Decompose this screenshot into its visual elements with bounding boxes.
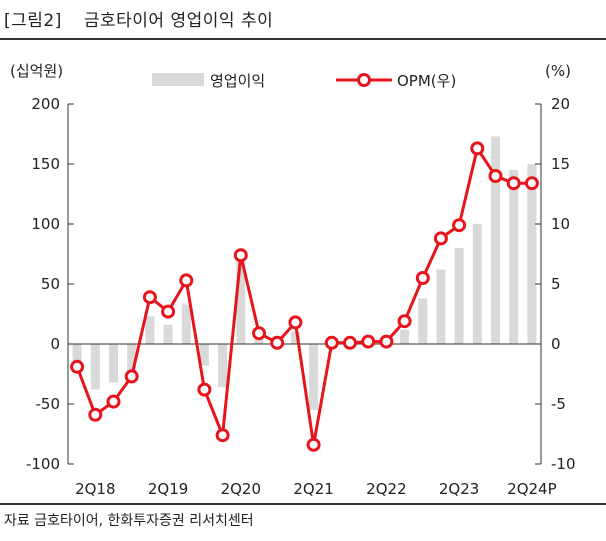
opm-point-4Q23 — [488, 169, 503, 183]
right-axis-unit: (%) — [545, 62, 571, 80]
bar-2Q24P — [527, 164, 537, 344]
opm-point-3Q23 — [470, 141, 485, 156]
opm-point-1Q24 — [506, 176, 521, 191]
opm-point-3Q19 — [179, 273, 194, 288]
x-tick-label: 2Q18 — [75, 480, 115, 498]
left-tick-label: 100 — [31, 215, 60, 233]
bar-3Q23 — [472, 224, 482, 344]
legend-line-marker — [357, 73, 371, 87]
bar-2Q19 — [163, 324, 173, 344]
opm-point-3Q18 — [106, 394, 121, 409]
right-tick-label: 0 — [551, 335, 561, 353]
opm-point-1Q18 — [70, 359, 85, 374]
opm-point-4Q18 — [124, 369, 139, 384]
opm-point-3Q22 — [397, 314, 412, 329]
bar-2Q18 — [90, 344, 100, 390]
left-tick-label: -100 — [26, 455, 60, 473]
opm-point-4Q22 — [415, 271, 430, 285]
left-axis-unit: (십억원) — [10, 62, 63, 80]
opm-point-2Q22 — [379, 334, 394, 349]
x-tick-label: 2Q24P — [507, 480, 556, 498]
bar-1Q21 — [290, 332, 300, 344]
left-tick-label: -50 — [36, 395, 61, 413]
top-rule — [0, 38, 606, 40]
source-note: 자료 금호타이어, 한화투자증권 리서치센터 — [4, 513, 254, 529]
figure-title: [그림2] 금호타이어 영업이익 추이 — [4, 6, 273, 31]
legend-bar-label: 영업이익 — [210, 72, 265, 90]
bar-3Q18 — [109, 344, 118, 383]
opm-point-2Q18 — [88, 407, 103, 422]
bar-1Q24 — [509, 170, 519, 344]
bar-1Q23 — [436, 269, 446, 344]
x-tick-label: 2Q21 — [293, 480, 333, 498]
x-tick-label: 2Q22 — [366, 480, 406, 498]
right-tick-label: 10 — [551, 215, 570, 233]
x-tick-label: 2Q23 — [439, 480, 479, 498]
opm-point-1Q20 — [215, 428, 230, 443]
left-tick-label: 150 — [31, 155, 60, 173]
right-tick-label: 5 — [551, 275, 561, 293]
opm-point-2Q24P — [524, 176, 539, 191]
bar-2Q23 — [454, 248, 464, 344]
bar-4Q22 — [418, 298, 428, 344]
opm-point-2Q19 — [161, 304, 176, 319]
opm-point-4Q21 — [343, 335, 357, 350]
opm-point-3Q21 — [324, 335, 339, 350]
opm-point-1Q19 — [142, 290, 157, 305]
bar-2Q20 — [236, 257, 246, 344]
bottom-rule — [0, 503, 606, 505]
opm-point-4Q20 — [270, 335, 285, 350]
opm-point-4Q19 — [197, 382, 212, 397]
bar-2Q21 — [309, 344, 319, 410]
bar-4Q18 — [127, 344, 137, 377]
x-tick-label: 2Q19 — [148, 480, 188, 498]
bar-3Q22 — [400, 329, 410, 344]
bar-3Q19 — [181, 304, 191, 344]
figure-title-text: 금호타이어 영업이익 추이 — [83, 11, 274, 31]
bar-4Q19 — [199, 344, 209, 366]
bar-1Q19 — [145, 316, 155, 344]
bar-4Q23 — [491, 136, 500, 344]
right-tick-label: 15 — [551, 155, 570, 173]
right-tick-label: -5 — [551, 395, 566, 413]
left-tick-label: 50 — [41, 275, 60, 293]
legend-line-label: OPM(우) — [397, 72, 456, 90]
bar-3Q20 — [254, 338, 264, 344]
legend-bar-swatch — [152, 73, 204, 86]
x-tick-label: 2Q20 — [221, 480, 261, 498]
opm-point-3Q20 — [252, 326, 266, 341]
opm-point-2Q23 — [452, 218, 467, 233]
bar-1Q18 — [72, 344, 82, 362]
opm-point-2Q21 — [306, 437, 321, 452]
right-tick-label: -10 — [551, 455, 576, 473]
left-tick-label: 0 — [50, 335, 60, 353]
bar-1Q20 — [218, 344, 228, 388]
figure-label: [그림2] — [4, 11, 62, 31]
right-tick-label: 20 — [551, 95, 570, 113]
opm-point-2Q20 — [233, 248, 248, 263]
opm-point-1Q21 — [288, 315, 303, 330]
opm-point-1Q22 — [361, 334, 376, 349]
opm-point-1Q23 — [433, 231, 448, 246]
left-tick-label: 200 — [31, 95, 60, 113]
